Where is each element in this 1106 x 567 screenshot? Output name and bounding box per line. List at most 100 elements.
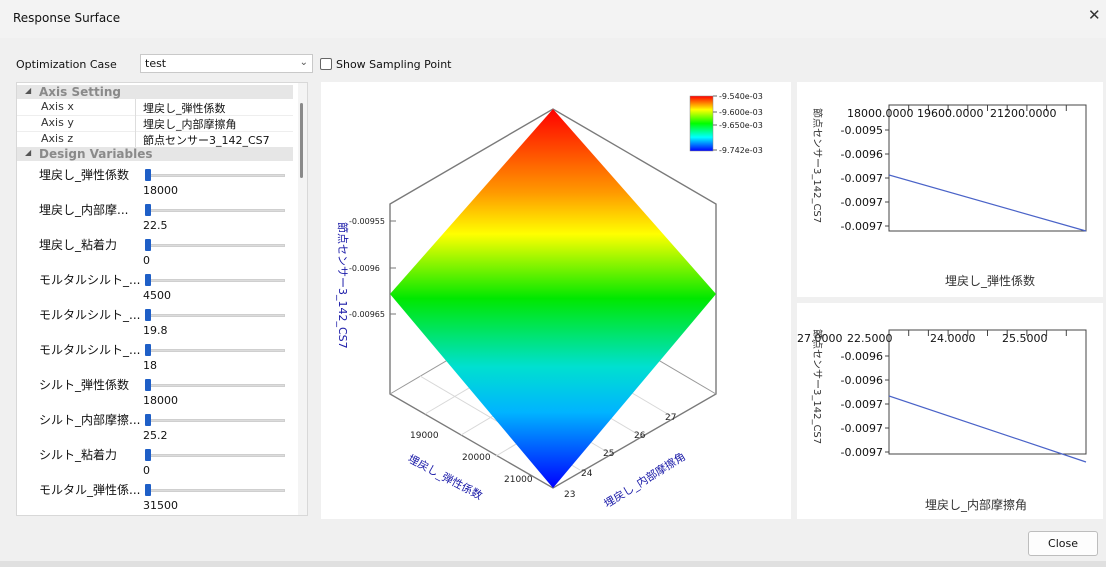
design-variable-row: シルト_内部摩擦... 25.2 (17, 408, 293, 443)
variable-name: シルト_粘着力 (39, 448, 118, 462)
category-title: Axis Setting (39, 85, 121, 99)
x-axis-label: 埋戻し_弾性係数 (945, 273, 1035, 288)
surface-plot-svg: -9.540e-03 -9.600e-03 -9.650e-03 -9.742e-03… (336, 92, 763, 511)
x-tick-label: 20000 (462, 453, 491, 463)
design-variable-row: 埋戻し_内部摩... 22.5 (17, 198, 293, 233)
variable-slider-thumb[interactable] (145, 484, 151, 496)
axis-key: Axis x (41, 100, 74, 113)
axis-row: Axis x 埋戻し_弾性係数 (17, 99, 293, 116)
variable-name: モルタルシルト_... (39, 308, 141, 322)
close-icon[interactable]: ✕ (1088, 6, 1101, 24)
variable-name: 埋戻し_弾性係数 (39, 168, 130, 182)
variable-slider-thumb[interactable] (145, 169, 151, 181)
variable-slider-track[interactable] (145, 384, 285, 387)
colorbar-label: -9.600e-03 (719, 108, 763, 117)
line-chart-elastic[interactable]: 18000.0000 19600.0000 21200.0000 -0.0095 -0.… (797, 82, 1103, 297)
show-sampling-point-checkbox[interactable] (320, 58, 332, 70)
optimization-case-value: test (145, 57, 167, 70)
line-chart-friction[interactable]: 22.5000 24.0000 25.5000 27.0000 -0.0096 -0.00… (797, 303, 1103, 519)
variable-slider-thumb[interactable] (145, 204, 151, 216)
property-grid: ◢ Axis Setting Axis x 埋戻し_弾性係数 Axis y 埋戻し_内部摩… (16, 82, 308, 516)
variable-value: 0 (143, 254, 150, 267)
colorbar-label: -9.742e-03 (719, 146, 763, 155)
variable-slider-thumb[interactable] (145, 449, 151, 461)
status-strip (0, 561, 1106, 567)
variable-slider-thumb[interactable] (145, 379, 151, 391)
y-axis-label: 節点センサー3_142_CS7 (811, 329, 824, 444)
collapse-arrow-icon[interactable]: ◢ (25, 148, 32, 157)
y-tick-label: -0.0096 (841, 148, 883, 161)
variable-name: モルタル_弾性係... (39, 483, 141, 497)
axis-row: Axis z 節点センサー3_142_CS7 (17, 131, 293, 148)
title-bar: Response Surface ✕ (0, 0, 1106, 38)
x-tick-label: 19600.0000 (917, 107, 983, 120)
column-divider (135, 115, 136, 131)
y-tick-label: 23 (564, 490, 575, 500)
variable-slider-track[interactable] (145, 349, 285, 352)
design-variable-row: シルト_弾性係数 18000 (17, 373, 293, 408)
variable-name: 埋戻し_粘着力 (39, 238, 118, 252)
variable-slider-track[interactable] (145, 419, 285, 422)
variable-value: 0 (143, 464, 150, 477)
optimization-case-label: Optimization Case (16, 58, 117, 71)
variable-value: 22.5 (143, 219, 168, 232)
variable-value: 19.8 (143, 324, 168, 337)
category-axis-setting: ◢ Axis Setting (17, 85, 293, 99)
x-tick-label: 25.5000 (1002, 332, 1048, 345)
design-variable-row: モルタルシルト_... 19.8 (17, 303, 293, 338)
variable-value: 4500 (143, 289, 171, 302)
optimization-case-select[interactable]: test ⌄ (140, 54, 313, 73)
variable-slider-track[interactable] (145, 489, 285, 492)
colorbar-label: -9.540e-03 (719, 92, 763, 101)
x-tick-label: 18000.0000 (847, 107, 913, 120)
variable-slider-track[interactable] (145, 244, 285, 247)
design-variable-row: モルタルシルト_... 4500 (17, 268, 293, 303)
surface-plot[interactable]: -9.540e-03 -9.600e-03 -9.650e-03 -9.742e-03… (321, 82, 791, 519)
z-axis-label: 節点センサー3_142_CS7 (336, 222, 350, 349)
z-tick-label: -0.00965 (349, 310, 385, 319)
category-design-variables: ◢ Design Variables (17, 147, 293, 161)
axis-value[interactable]: 埋戻し_内部摩擦角 (143, 118, 237, 131)
variable-slider-thumb[interactable] (145, 344, 151, 356)
y-axis-label: 節点センサー3_142_CS7 (811, 108, 824, 223)
axis-value[interactable]: 節点センサー3_142_CS7 (143, 134, 270, 147)
chevron-down-icon: ⌄ (299, 57, 308, 68)
x-tick-label: 27.0000 (797, 332, 843, 345)
variable-slider-track[interactable] (145, 174, 285, 177)
y-tick-label: -0.0096 (841, 374, 883, 387)
plot-area (888, 329, 1087, 455)
show-sampling-point-label[interactable]: Show Sampling Point (336, 58, 452, 71)
variable-value: 18000 (143, 394, 178, 407)
variable-slider-thumb[interactable] (145, 414, 151, 426)
axis-key: Axis z (41, 132, 74, 145)
design-variable-row: モルタル_弾性係... 31500 (17, 478, 293, 513)
axis-value[interactable]: 埋戻し_弾性係数 (143, 102, 226, 115)
y-tick-label: -0.0097 (841, 196, 883, 209)
x-tick-label: 21200.0000 (990, 107, 1056, 120)
variable-slider-track[interactable] (145, 279, 285, 282)
variable-slider-thumb[interactable] (145, 309, 151, 321)
variable-value: 25.2 (143, 429, 168, 442)
x-tick-label: 24.0000 (930, 332, 976, 345)
data-series-line (888, 174, 1087, 232)
variable-slider-thumb[interactable] (145, 274, 151, 286)
variable-name: シルト_内部摩擦... (39, 413, 141, 427)
line-chart-friction-svg: 22.5000 24.0000 25.5000 27.0000 -0.0096 -0.00… (797, 329, 1087, 512)
design-variable-row: 埋戻し_弾性係数 18000 (17, 163, 293, 198)
variable-slider-track[interactable] (145, 314, 285, 317)
y-tick-label: 26 (634, 431, 646, 441)
collapse-arrow-icon[interactable]: ◢ (25, 86, 32, 95)
response-surface (390, 109, 716, 488)
variable-slider-track[interactable] (145, 209, 285, 212)
variable-value: 31500 (143, 499, 178, 512)
y-tick-label: -0.0097 (841, 446, 883, 459)
property-grid-scrollbar[interactable] (298, 83, 307, 515)
scrollbar-thumb[interactable] (300, 103, 303, 178)
y-tick-label: 24 (581, 469, 593, 479)
variable-slider-track[interactable] (145, 454, 285, 457)
line-chart-elastic-svg: 18000.0000 19600.0000 21200.0000 -0.0095 -0.… (811, 104, 1087, 288)
close-button[interactable]: Close (1028, 531, 1098, 556)
variable-slider-thumb[interactable] (145, 239, 151, 251)
data-series-line (888, 395, 1087, 463)
y-tick-label: -0.0097 (841, 422, 883, 435)
